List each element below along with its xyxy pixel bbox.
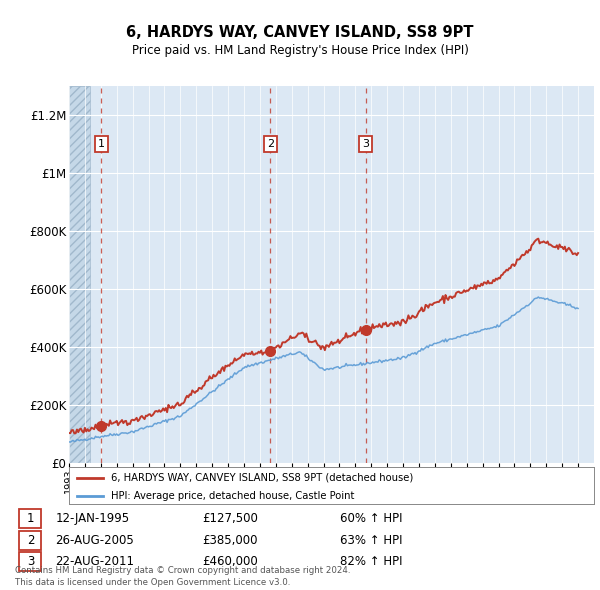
Text: 2: 2 bbox=[26, 533, 34, 547]
FancyBboxPatch shape bbox=[19, 552, 41, 571]
Text: 6, HARDYS WAY, CANVEY ISLAND, SS8 9PT (detached house): 6, HARDYS WAY, CANVEY ISLAND, SS8 9PT (d… bbox=[111, 473, 413, 483]
Text: 60% ↑ HPI: 60% ↑ HPI bbox=[340, 512, 403, 525]
Bar bbox=[69, 86, 89, 463]
FancyBboxPatch shape bbox=[19, 509, 41, 528]
Bar bbox=[69, 86, 89, 463]
Text: 3: 3 bbox=[27, 555, 34, 568]
Text: 82% ↑ HPI: 82% ↑ HPI bbox=[340, 555, 403, 568]
Text: 26-AUG-2005: 26-AUG-2005 bbox=[55, 533, 134, 547]
Text: £460,000: £460,000 bbox=[202, 555, 258, 568]
Text: 1: 1 bbox=[98, 139, 105, 149]
Text: 2: 2 bbox=[266, 139, 274, 149]
Text: £127,500: £127,500 bbox=[202, 512, 258, 525]
FancyBboxPatch shape bbox=[19, 530, 41, 550]
Text: HPI: Average price, detached house, Castle Point: HPI: Average price, detached house, Cast… bbox=[111, 491, 355, 502]
Text: 6, HARDYS WAY, CANVEY ISLAND, SS8 9PT: 6, HARDYS WAY, CANVEY ISLAND, SS8 9PT bbox=[126, 25, 474, 40]
Text: Contains HM Land Registry data © Crown copyright and database right 2024.
This d: Contains HM Land Registry data © Crown c… bbox=[15, 566, 350, 587]
Text: Price paid vs. HM Land Registry's House Price Index (HPI): Price paid vs. HM Land Registry's House … bbox=[131, 44, 469, 57]
Text: 3: 3 bbox=[362, 139, 369, 149]
Text: £385,000: £385,000 bbox=[202, 533, 257, 547]
Text: 63% ↑ HPI: 63% ↑ HPI bbox=[340, 533, 403, 547]
Text: 12-JAN-1995: 12-JAN-1995 bbox=[55, 512, 130, 525]
Text: 1: 1 bbox=[26, 512, 34, 525]
Text: 22-AUG-2011: 22-AUG-2011 bbox=[55, 555, 134, 568]
